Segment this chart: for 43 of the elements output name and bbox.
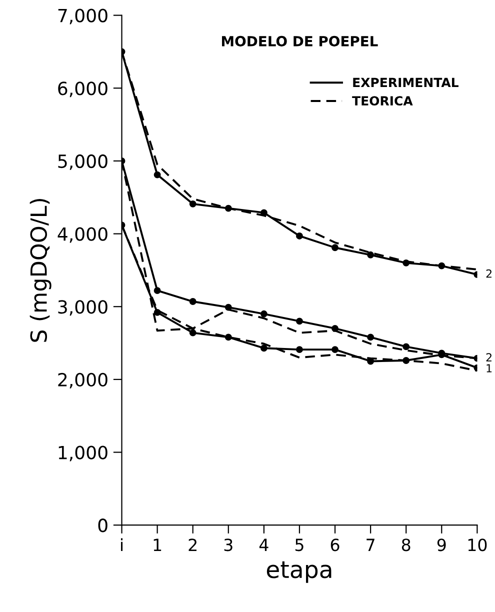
point [296, 232, 303, 240]
x-tick-label: 4 [259, 538, 268, 551]
point [260, 310, 268, 318]
y-tick-label: 1,000 [58, 446, 108, 462]
point [224, 334, 232, 341]
x-tick-label: 10 [468, 538, 487, 552]
y-tick-label: 4,000 [58, 227, 108, 243]
y-tick-label: 6,000 [58, 82, 108, 98]
point [296, 346, 303, 354]
point [332, 346, 338, 354]
x-tick-label: 5 [295, 538, 304, 552]
annotation: 1 [486, 364, 492, 372]
point [402, 343, 410, 350]
x-tick-label: i [121, 538, 123, 551]
point [154, 171, 161, 178]
legend-label: TEORICA [352, 96, 413, 106]
x-tick-label: 6 [330, 538, 340, 552]
x-axis-title: etapa [266, 561, 332, 583]
annotation: 2 [486, 269, 492, 278]
point [154, 287, 161, 294]
point [367, 334, 374, 341]
annotation: 2 [486, 353, 492, 362]
text: MODELO DE POEPEL [222, 36, 378, 46]
y-tick-label: 2,000 [58, 372, 108, 388]
x-tick-label: 2 [188, 538, 196, 551]
point [332, 244, 338, 252]
x-tick-label: 3 [224, 538, 232, 552]
point [189, 200, 196, 208]
point [189, 329, 196, 336]
y-tick-label: 5,000 [58, 154, 108, 170]
x-tick-label: 8 [402, 538, 410, 552]
x-tick-label: 9 [437, 538, 446, 552]
y-tick-label: 3,000 [58, 300, 108, 316]
x-tick-label: 7 [366, 538, 374, 551]
point [189, 298, 196, 305]
y-tick-label: 7,000 [58, 8, 108, 24]
y-tick-label: 0 [98, 518, 108, 532]
x-tick-label: 1 [154, 538, 162, 551]
y-axis-title: S (mgDQO/L) [30, 199, 52, 342]
point [260, 344, 268, 352]
point [367, 251, 374, 258]
legend-label: EXPERIMENTAL [353, 78, 458, 88]
point [296, 318, 303, 325]
